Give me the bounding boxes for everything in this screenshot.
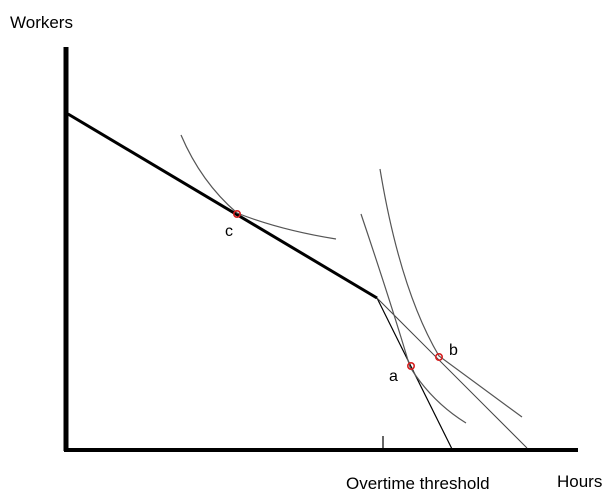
indifference-curve-b	[379, 168, 523, 418]
threshold-label: Overtime threshold	[346, 474, 490, 491]
x-axis-label: Hours	[557, 472, 602, 491]
point-c-label: c	[225, 223, 233, 240]
point-a-marker	[406, 361, 415, 370]
budget-line-straight-time	[67, 112, 378, 300]
point-c-marker	[233, 210, 242, 219]
y-axis-label: Workers	[10, 13, 73, 32]
point-a-label: a	[389, 368, 398, 385]
point-b-label: b	[449, 342, 458, 359]
point-b-marker	[434, 352, 443, 361]
indifference-curve-a	[360, 213, 467, 424]
alternative-budget-line	[376, 297, 528, 449]
indifference-curve-c	[180, 134, 337, 240]
